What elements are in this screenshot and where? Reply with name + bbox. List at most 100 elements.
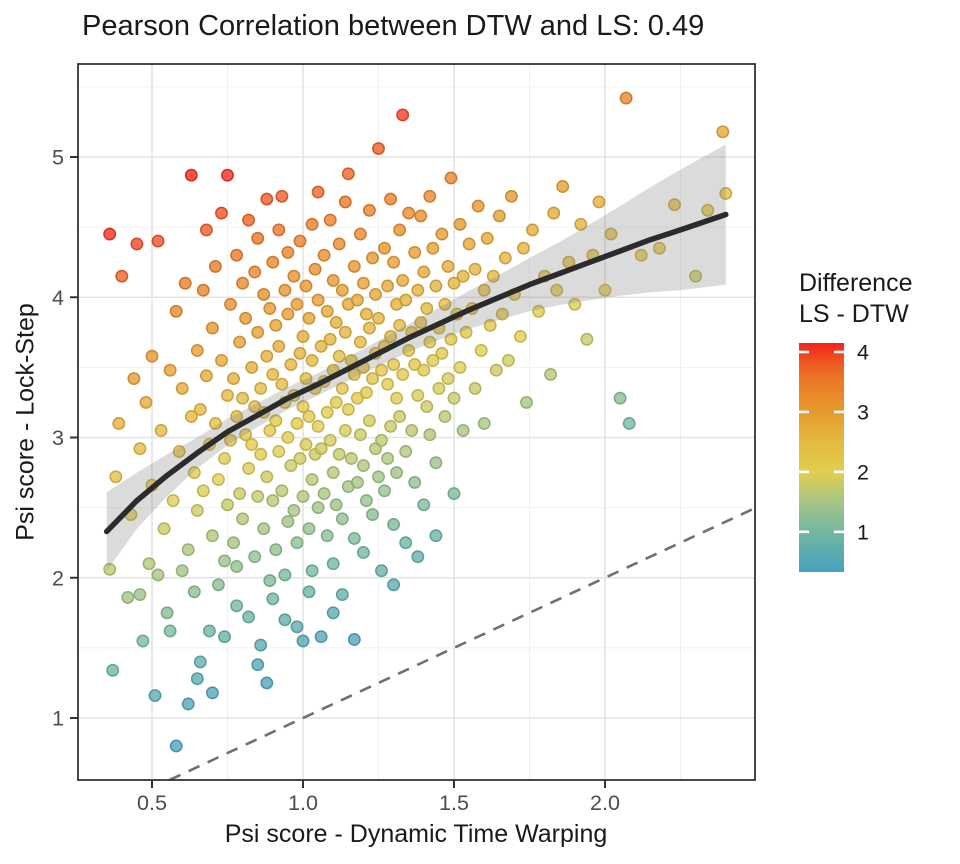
y-tick-label: 1 [52,707,64,731]
data-point [166,494,180,508]
data-point [278,283,292,297]
data-point [338,424,352,437]
data-point [399,445,413,458]
data-point [109,470,123,484]
data-point [381,452,395,465]
data-point [356,459,370,473]
data-point [254,447,268,461]
data-point [444,332,458,346]
data-point [221,388,234,402]
data-point [211,578,225,592]
data-point [205,686,219,700]
data-point [326,557,340,571]
data-point [175,564,189,578]
data-point [142,557,156,571]
data-point [230,410,244,423]
data-point [272,339,286,353]
data-point [218,630,231,644]
data-point [196,484,210,498]
data-point [311,185,325,199]
data-point [362,414,376,428]
data-point [133,588,147,602]
data-point [260,470,274,484]
data-point [184,410,198,423]
data-point [257,522,271,536]
data-point [375,433,388,447]
data-point [251,489,265,503]
data-point [302,311,316,325]
colorbar-tick-label: 3 [857,400,869,424]
data-point [544,367,558,381]
data-point [474,344,488,357]
data-point [248,265,262,279]
data-point [447,487,461,501]
data-point [133,442,147,456]
data-point [281,515,295,529]
data-point [275,189,289,203]
data-point [323,213,337,227]
data-point [441,372,455,386]
panel-background [78,64,755,780]
data-point [202,624,216,638]
data-point [520,395,533,409]
data-point [384,330,398,343]
chart-title: Pearson Correlation between DTW and LS: … [82,10,705,42]
data-point [432,381,446,395]
data-point [151,234,165,248]
data-point [498,251,512,265]
y-tick-label: 3 [52,426,64,450]
data-point [438,297,452,311]
data-point [239,428,253,442]
data-point [106,663,120,677]
data-point [580,332,594,346]
data-point [287,269,301,283]
data-point [181,543,195,557]
data-point [221,498,234,512]
data-point [320,304,334,318]
data-point [453,360,467,374]
data-point [420,302,434,315]
data-point [305,353,319,367]
grid-minor [78,64,755,780]
data-point [260,349,274,363]
data-point [387,518,401,531]
data-point [278,568,292,582]
data-point [501,353,515,367]
data-point [441,259,455,273]
data-point [417,498,431,512]
data-point [372,470,385,484]
data-point [320,529,334,543]
data-point [350,391,364,405]
data-point [417,265,431,279]
data-point [187,466,201,480]
data-point [390,391,404,405]
data-point [302,585,316,599]
data-point [314,339,328,353]
data-point [266,592,280,606]
data-point [302,522,316,536]
data-point [532,304,546,318]
data-point [495,307,509,321]
y-axis-title: Psi score - Lock-Step [11,303,40,541]
data-point [456,269,470,283]
data-point [248,400,262,414]
data-point [136,634,150,648]
data-point [359,494,373,508]
data-point [574,217,588,231]
data-point [604,227,618,241]
data-point [242,610,256,624]
data-point [269,318,283,332]
data-point [390,466,404,480]
data-point [190,344,204,357]
x-tick-label: 0.5 [137,791,167,815]
data-point [429,279,443,293]
data-point [420,400,434,414]
colorbar-legend: 1 2 3 4 [799,340,869,572]
data-point [290,297,304,311]
colorbar-tick-label: 4 [857,340,869,364]
data-point [175,381,189,395]
data-point [275,484,289,498]
identity-line [168,506,755,780]
data-point [402,206,416,220]
